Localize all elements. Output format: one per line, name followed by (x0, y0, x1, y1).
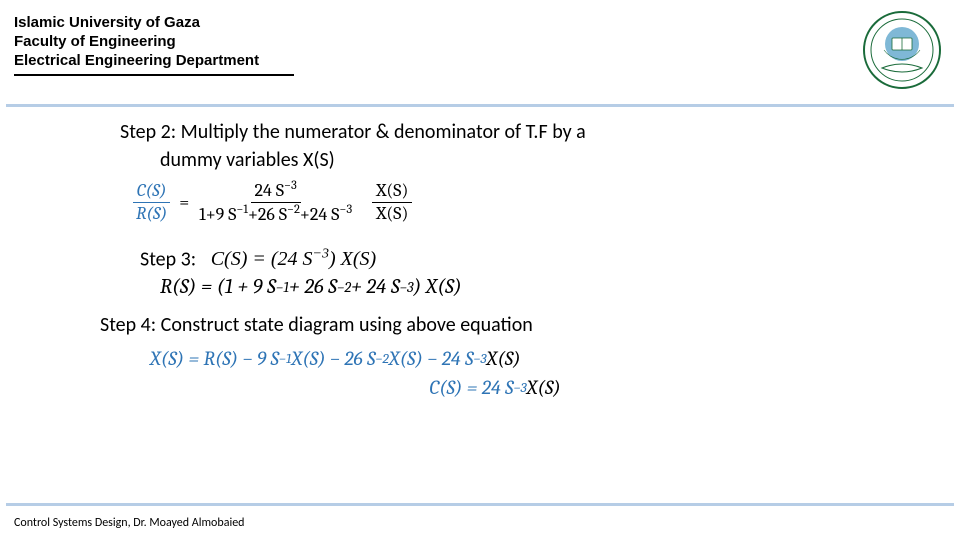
equals-sign: = (179, 192, 189, 213)
footer-text: Control Systems Design, Dr. Moayed Almob… (14, 516, 244, 530)
x-fraction: X(S) X(S) (372, 181, 412, 224)
header-line-1: Islamic University of Gaza (14, 14, 946, 33)
header-line-2: Faculty of Engineering (14, 33, 946, 52)
eq-x-of-s: X(S) = R(S) − 9 S−1X(S) − 26 S−2X(S) − 2… (150, 347, 900, 370)
lhs-fraction: C(S) R(S) (132, 181, 171, 224)
rhs-main-fraction: 24 S−3 1+9 S−1+26 S−2+24 S−3 (195, 180, 356, 225)
step-3: Step 3: C(S) = (24 S−3) X(S) (140, 247, 900, 272)
slide: Islamic University of Gaza Faculty of En… (0, 0, 960, 540)
university-logo (862, 10, 942, 90)
equation-tf-fraction: C(S) R(S) = 24 S−3 1+9 S−1+26 S−2+24 S−3… (130, 180, 900, 225)
divider-top (6, 104, 954, 107)
step-2-line2: dummy variables X(S) (160, 148, 900, 172)
step-2-line1: Step 2: Multiply the numerator & denomin… (120, 120, 900, 144)
eq-r-of-s: R(S) = (1 + 9 S−1 + 26 S−2 + 24 S−3) X(S… (160, 275, 900, 299)
step-4-label: Step 4: Construct state diagram using ab… (100, 313, 900, 337)
eq-c-final: C(S) = 24 S−3X(S) (90, 376, 900, 399)
header-underline (14, 74, 294, 76)
content-area: Step 2: Multiply the numerator & denomin… (90, 120, 900, 399)
eq-c-of-s: C(S) = (24 S−3) X(S) (211, 248, 376, 270)
divider-bottom (6, 503, 954, 506)
header-line-3: Electrical Engineering Department (14, 52, 946, 71)
header-block: Islamic University of Gaza Faculty of En… (14, 14, 946, 70)
